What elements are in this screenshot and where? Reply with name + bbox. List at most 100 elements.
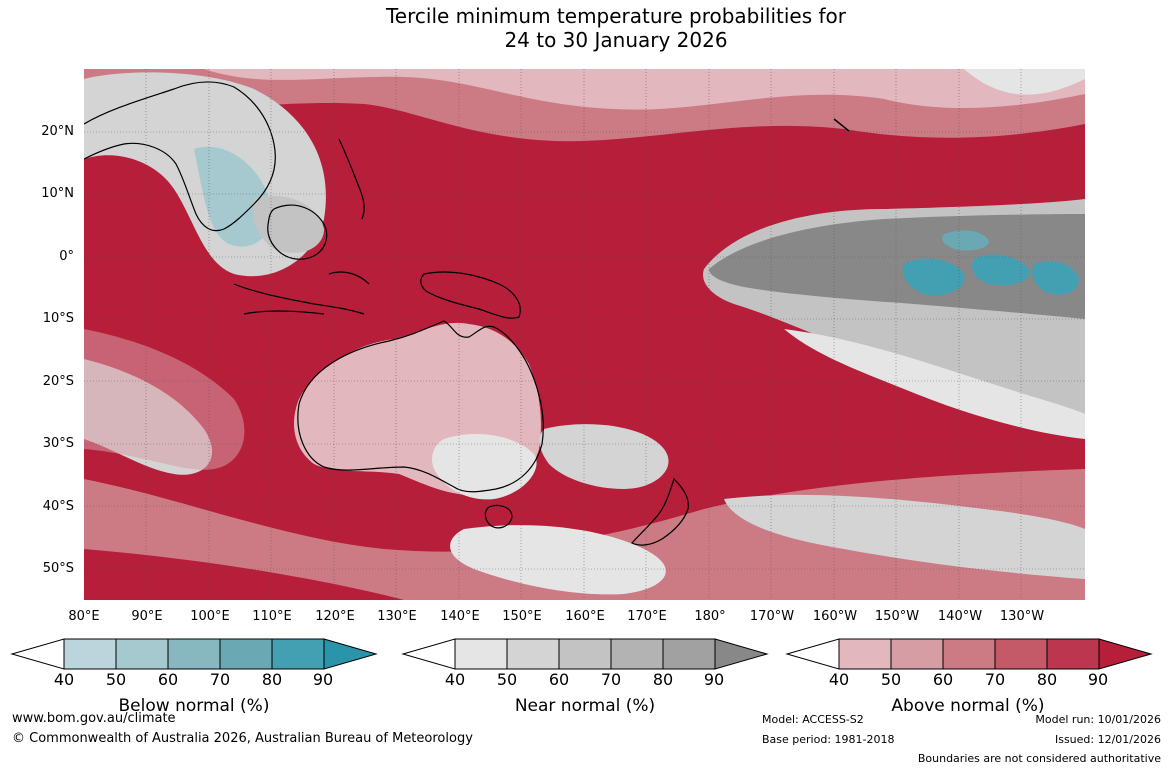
above-tick-50: 50: [880, 670, 902, 689]
lat-label-30s: 30°S: [42, 436, 74, 451]
lat-label-10s: 10°S: [42, 311, 74, 326]
coastline-tasmania: [484, 504, 513, 529]
below-normal-label: Below normal (%): [118, 696, 270, 716]
colorbar-below-seg-3: [167, 638, 221, 670]
near-tick-80: 80: [652, 670, 674, 689]
boundaries-disclaimer: Boundaries are not considered authoritat…: [917, 752, 1161, 765]
colorbar-near-seg-3: [558, 638, 612, 670]
below-tick-50: 50: [105, 670, 127, 689]
lon-label-120e: 120°E: [315, 609, 355, 624]
coastline-philippines: [338, 138, 365, 220]
field-below-pacific-4: [942, 230, 989, 251]
graticule: [84, 69, 1085, 600]
field-below-pacific-1: [902, 258, 965, 296]
lon-label-170e: 170°E: [627, 609, 667, 624]
lon-label-160w: 160°W: [812, 609, 858, 624]
field-near-north: [964, 69, 1085, 95]
colorbar-above-seg-2: [890, 638, 944, 670]
lon-label-130w: 130°W: [999, 609, 1045, 624]
above-tick-60: 60: [932, 670, 954, 689]
colorbar-below-seg-2: [115, 638, 169, 670]
coastline-indonesia: [233, 271, 370, 315]
lat-label-0: 0°: [59, 249, 74, 264]
colorbar-above-seg-6: [1098, 638, 1153, 670]
coastline-asia: [84, 81, 276, 232]
website-link[interactable]: www.bom.gov.au/climate: [12, 711, 176, 726]
colorbar-below-seg-6: [323, 638, 378, 670]
colorbar-below-seg-0: [10, 638, 65, 670]
lon-label-140w: 140°W: [937, 609, 983, 624]
issued-date: Issued: 12/01/2026: [1054, 733, 1161, 746]
below-tick-80: 80: [261, 670, 283, 689]
colorbar-near-seg-4: [610, 638, 664, 670]
below-tick-40: 40: [53, 670, 75, 689]
map-graphic: [84, 69, 1085, 600]
model-name: Model: ACCESS-S2: [762, 713, 864, 726]
title-line-2: 24 to 30 January 2026: [504, 28, 728, 52]
lon-label-170w: 170°W: [749, 609, 795, 624]
below-tick-70: 70: [209, 670, 231, 689]
field-near-borneo: [252, 195, 324, 253]
below-tick-90: 90: [312, 670, 334, 689]
above-tick-90: 90: [1087, 670, 1109, 689]
field-above-south-deep: [84, 549, 404, 600]
field-near-southeast: [724, 494, 1085, 579]
lat-label-10n: 10°N: [41, 186, 74, 201]
field-near-south: [450, 525, 666, 595]
field-above-50-north: [204, 69, 1085, 110]
field-near-australia-se: [432, 434, 537, 500]
colorbar-below-seg-5: [271, 638, 325, 670]
colorbar-above: [785, 638, 1153, 670]
colorbar-above-seg-1: [838, 638, 892, 670]
below-tick-60: 60: [157, 670, 179, 689]
colorbar-above-seg-4: [994, 638, 1048, 670]
colorbar-near: [401, 638, 769, 670]
above-tick-80: 80: [1036, 670, 1058, 689]
field-near-tasman: [539, 424, 669, 489]
lon-label-110e: 110°E: [252, 609, 292, 624]
title-line-1: Tercile minimum temperature probabilitie…: [385, 4, 847, 28]
field-below-pacific-3: [1032, 261, 1079, 295]
lon-label-90e: 90°E: [131, 609, 163, 624]
coastline-new-zealand: [631, 477, 689, 546]
lat-label-50s: 50°S: [42, 561, 74, 576]
near-tick-40: 40: [444, 670, 466, 689]
colorbar-near-seg-0: [401, 638, 456, 670]
lon-label-100e: 100°E: [190, 609, 230, 624]
near-tick-50: 50: [496, 670, 518, 689]
coastline-new-guinea: [420, 271, 521, 319]
lon-label-150e: 150°E: [502, 609, 542, 624]
colorbar-above-seg-5: [1046, 638, 1100, 670]
lon-label-140e: 140°E: [440, 609, 480, 624]
lon-label-160e: 160°E: [565, 609, 605, 624]
copyright: © Commonwealth of Australia 2026, Austra…: [12, 731, 473, 746]
colorbar-below: [10, 638, 378, 670]
coastline-australia: [297, 320, 544, 493]
probability-map: [84, 69, 1085, 600]
lon-label-180: 180°: [694, 609, 726, 624]
map-title: Tercile minimum temperature probabilitie…: [0, 4, 1173, 52]
lon-label-130e: 130°E: [377, 609, 417, 624]
lat-label-40s: 40°S: [42, 499, 74, 514]
above-normal-label: Above normal (%): [891, 696, 1045, 716]
colorbar-near-seg-6: [714, 638, 769, 670]
coastline-borneo: [267, 204, 328, 260]
colorbar-near-seg-1: [454, 638, 508, 670]
near-tick-70: 70: [600, 670, 622, 689]
colorbar-near-seg-2: [506, 638, 560, 670]
above-tick-70: 70: [984, 670, 1006, 689]
colorbar-below-seg-1: [63, 638, 117, 670]
lat-label-20s: 20°S: [42, 374, 74, 389]
field-below-asia: [194, 146, 272, 247]
base-period: Base period: 1981-2018: [762, 733, 895, 746]
near-tick-60: 60: [548, 670, 570, 689]
model-run: Model run: 10/01/2026: [1035, 713, 1161, 726]
lat-label-20n: 20°N: [41, 124, 74, 139]
field-below-pacific-2: [972, 254, 1030, 286]
colorbar-below-seg-4: [219, 638, 273, 670]
above-tick-40: 40: [828, 670, 850, 689]
lon-label-80e: 80°E: [68, 609, 100, 624]
lon-label-150w: 150°W: [874, 609, 920, 624]
colorbar-near-seg-5: [662, 638, 716, 670]
near-normal-label: Near normal (%): [514, 696, 656, 716]
